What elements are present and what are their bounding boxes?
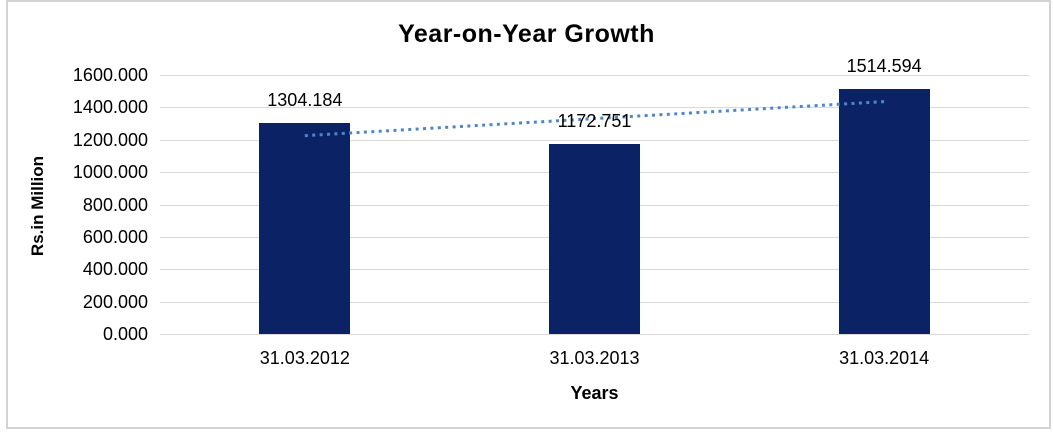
bar-value-label: 1304.184	[267, 89, 343, 110]
y-tick-label: 1400.000	[72, 97, 148, 118]
chart-title: Year-on-Year Growth	[398, 20, 655, 48]
y-tick-label: 1200.000	[72, 129, 148, 150]
y-tick-label: 200.000	[82, 291, 148, 312]
x-axis-title: Years	[570, 383, 619, 403]
bar-value-label: 1172.751	[557, 111, 632, 132]
x-category-label: 31.03.2014	[839, 348, 930, 368]
bar-31.03.2013	[549, 144, 640, 334]
y-tick-label: 1000.000	[72, 162, 148, 183]
gridline	[160, 139, 1029, 141]
y-tick-label: 1600.000	[72, 65, 148, 85]
x-category-label: 31.03.2012	[259, 348, 350, 368]
gridline	[160, 334, 1029, 335]
bar-31.03.2014	[838, 88, 930, 334]
plot-area	[160, 75, 1029, 335]
y-tick-label: 0.000	[102, 324, 148, 344]
bar-value-label: 1514.594	[846, 55, 922, 76]
y-tick-label: 400.000	[82, 259, 148, 280]
y-tick-label: 600.000	[82, 226, 148, 247]
bar-31.03.2012	[259, 122, 351, 334]
gridline	[160, 75, 1029, 76]
y-tick-label: 800.000	[82, 194, 148, 215]
x-category-label: 31.03.2013	[549, 348, 640, 368]
